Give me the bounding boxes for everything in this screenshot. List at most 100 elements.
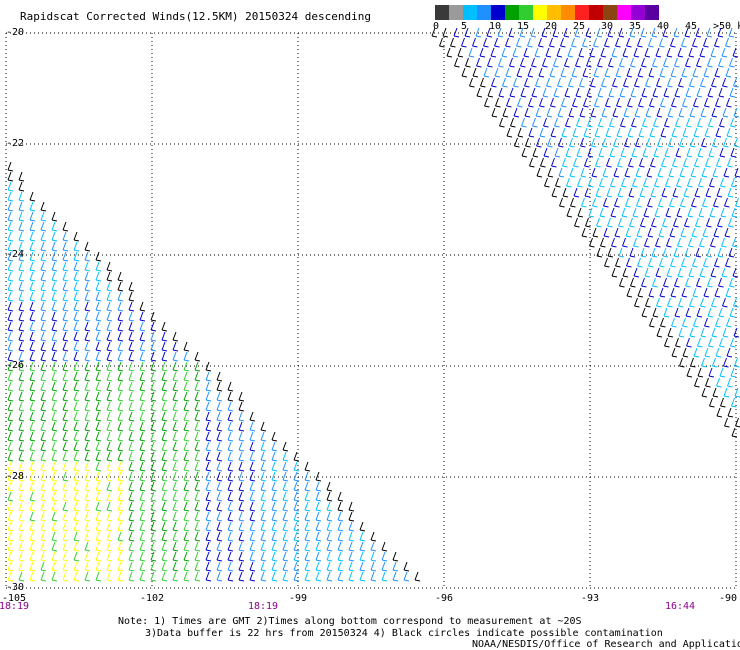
wind-barb xyxy=(646,167,653,178)
wind-barb xyxy=(29,201,36,212)
wind-barb xyxy=(139,461,146,472)
wind-barb xyxy=(630,277,636,288)
wind-barb xyxy=(106,301,113,312)
wind-barb xyxy=(161,341,168,352)
wind-barb xyxy=(705,187,712,198)
wind-barb xyxy=(227,451,234,462)
wind-barb xyxy=(183,521,190,532)
wind-barb xyxy=(692,257,698,268)
wind-barb xyxy=(680,197,686,208)
wind-barb xyxy=(580,137,586,148)
wind-barb xyxy=(249,431,256,442)
wind-barb xyxy=(40,381,47,392)
wind-barb xyxy=(238,531,245,542)
wind-barb xyxy=(40,371,47,382)
wind-barb xyxy=(95,371,102,382)
wind-barb xyxy=(647,227,654,238)
wind-barb xyxy=(7,191,14,202)
wind-barb xyxy=(381,571,388,582)
wind-barb xyxy=(117,461,124,472)
wind-barb xyxy=(62,341,69,352)
wind-barb xyxy=(150,461,157,472)
wind-barb xyxy=(715,347,722,358)
wind-barb xyxy=(348,561,355,572)
wind-barb xyxy=(7,281,14,292)
wind-barb xyxy=(172,511,179,522)
wind-barb xyxy=(494,67,501,78)
wind-barb xyxy=(560,67,567,78)
wind-barb xyxy=(238,441,245,452)
wind-barb xyxy=(150,441,157,452)
wind-barb xyxy=(506,97,512,108)
wind-barb xyxy=(282,511,289,522)
wind-barb xyxy=(172,551,179,562)
wind-barb xyxy=(691,227,698,238)
wind-barb xyxy=(7,231,14,242)
wind-barb xyxy=(161,531,168,542)
wind-barb xyxy=(117,341,124,352)
wind-barb xyxy=(106,421,113,432)
wind-barb xyxy=(381,561,388,572)
wind-barb xyxy=(733,297,739,308)
wind-barb xyxy=(62,501,69,512)
wind-barb xyxy=(29,401,36,412)
wind-barb xyxy=(84,551,91,562)
wind-barb xyxy=(711,327,718,338)
wind-barb xyxy=(227,521,234,532)
wind-barb xyxy=(720,397,726,408)
wind-barb xyxy=(150,491,157,502)
wind-barb xyxy=(161,321,168,332)
wind-barb xyxy=(679,357,685,368)
wind-barb xyxy=(439,37,445,48)
wind-barb xyxy=(293,541,300,552)
wind-barb xyxy=(62,541,69,552)
wind-barb xyxy=(613,137,619,148)
wind-barb xyxy=(216,471,223,482)
wind-barb xyxy=(685,57,691,68)
wind-barb xyxy=(487,57,493,68)
wind-barb xyxy=(677,267,684,278)
wind-barb xyxy=(84,381,91,392)
wind-barb xyxy=(271,561,278,572)
wind-barb xyxy=(40,271,47,282)
wind-barb xyxy=(645,297,651,308)
wind-barb xyxy=(95,311,102,322)
wind-barb xyxy=(40,471,47,482)
wind-barb xyxy=(62,251,69,262)
wind-barb xyxy=(688,267,695,278)
wind-barb xyxy=(51,361,58,372)
wind-barb xyxy=(542,57,548,68)
wind-barb xyxy=(693,127,700,138)
wind-barb xyxy=(527,67,534,78)
wind-barb xyxy=(183,481,190,492)
wind-barb xyxy=(641,277,647,288)
wind-barb xyxy=(670,287,677,298)
wind-barb xyxy=(62,471,69,482)
wind-barb xyxy=(699,47,706,58)
wind-barb xyxy=(682,317,688,328)
wind-barb xyxy=(414,571,421,582)
wind-barb xyxy=(727,377,733,388)
wind-barb xyxy=(304,561,311,572)
wind-barb xyxy=(73,431,80,442)
wind-barb xyxy=(626,37,632,48)
wind-barb xyxy=(575,87,582,98)
wind-barb xyxy=(571,67,578,78)
wind-barb xyxy=(73,241,80,252)
wind-barb xyxy=(106,531,113,542)
wind-barb xyxy=(84,441,91,452)
wind-barb xyxy=(139,331,146,342)
wind-barb xyxy=(505,37,511,48)
wind-barb xyxy=(535,77,541,88)
wind-barb xyxy=(543,117,549,128)
wind-barb xyxy=(216,481,223,492)
wind-barb xyxy=(150,471,157,482)
wind-barb xyxy=(161,471,168,482)
wind-barb xyxy=(630,87,637,98)
wind-barb xyxy=(731,177,737,188)
wind-barb xyxy=(662,217,668,228)
wind-barb xyxy=(161,451,168,462)
wind-barb xyxy=(644,237,650,248)
wind-barb xyxy=(696,57,702,68)
wind-barb xyxy=(40,551,47,562)
